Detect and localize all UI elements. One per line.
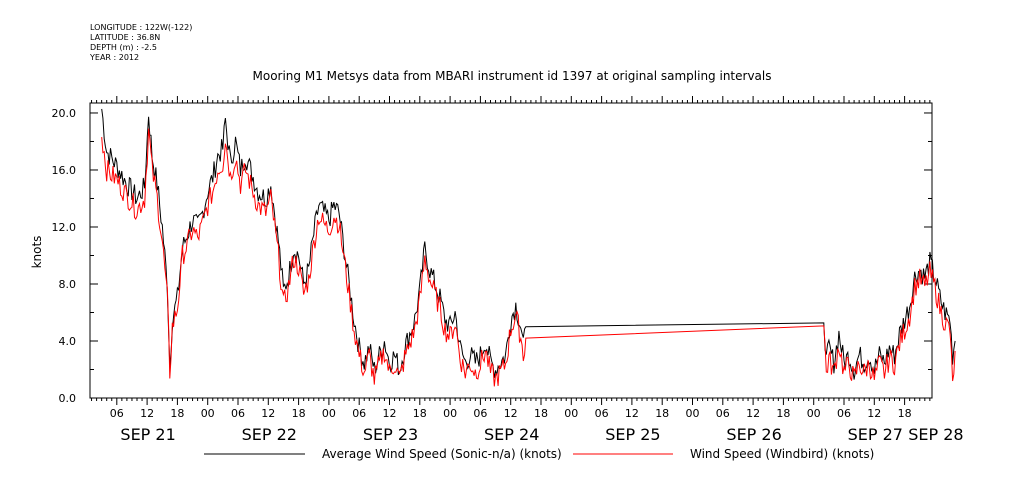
plot-frame: [89, 102, 933, 399]
x-date-label: SEP 27: [848, 425, 903, 444]
meta-latitude: LATITUDE : 36.8N: [90, 33, 160, 42]
y-tick-label: 12.0: [52, 221, 77, 234]
x-date-label: SEP 24: [484, 425, 539, 444]
y-tick-label: 16.0: [52, 164, 77, 177]
x-date-label: SEP 28: [908, 425, 963, 444]
x-hour-label: 00: [201, 407, 215, 420]
x-date-label: SEP 25: [605, 425, 660, 444]
x-hour-label: 18: [898, 407, 912, 420]
series-line-windbird-wind-speed: [101, 128, 956, 387]
x-hour-label: 12: [867, 407, 881, 420]
x-hour-label: 12: [140, 407, 154, 420]
x-hour-label: 12: [746, 407, 760, 420]
x-hour-label: 18: [292, 407, 306, 420]
series-line-average-wind-speed: [101, 108, 956, 380]
legend-label-wind-speed-windbird: Wind Speed (Windbird) (knots): [690, 447, 874, 461]
meta-longitude: LONGITUDE : 122W(-122): [90, 23, 192, 32]
y-axis-label: knots: [30, 236, 44, 269]
series-layer: [101, 108, 956, 387]
x-hour-label: 00: [564, 407, 578, 420]
x-hour-label: 18: [655, 407, 669, 420]
x-axis: 06 12 18 00 06 12 18 00 06 12 18 00 06 12 18 00 06 12 18 00…: [91, 96, 964, 444]
x-hour-label: 18: [413, 407, 427, 420]
x-hour-label: 12: [625, 407, 639, 420]
meta-year: YEAR : 2012: [89, 53, 139, 62]
x-date-label: SEP 26: [726, 425, 781, 444]
x-hour-label: 06: [837, 407, 851, 420]
x-hour-label: 00: [443, 407, 457, 420]
x-hour-label: 12: [261, 407, 275, 420]
x-date-label: SEP 22: [242, 425, 297, 444]
metadata-block: LONGITUDE : 122W(-122) LATITUDE : 36.8N …: [89, 23, 192, 62]
legend-label-average-wind-speed: Average Wind Speed (Sonic-n/a) (knots): [322, 447, 562, 461]
x-hour-label: 18: [170, 407, 184, 420]
y-axis: 0.0 4.0 8.0 12.0 16.0 20.0: [52, 107, 932, 405]
x-hour-label: 06: [595, 407, 609, 420]
y-tick-label: 4.0: [59, 335, 77, 348]
x-date-label: SEP 23: [363, 425, 418, 444]
x-hour-label: 18: [534, 407, 548, 420]
x-hour-label: 00: [322, 407, 336, 420]
y-tick-label: 8.0: [59, 278, 77, 291]
x-hour-label: 06: [110, 407, 124, 420]
x-hour-label: 00: [807, 407, 821, 420]
legend: Average Wind Speed (Sonic-n/a) (knots) W…: [204, 447, 874, 461]
x-hour-label: 00: [686, 407, 700, 420]
x-hour-label: 12: [504, 407, 518, 420]
x-hour-label: 06: [352, 407, 366, 420]
x-hour-label: 18: [776, 407, 790, 420]
x-hour-label: 06: [473, 407, 487, 420]
y-tick-label: 0.0: [59, 392, 77, 405]
meta-depth: DEPTH (m) : -2.5: [90, 43, 157, 52]
x-hour-label: 06: [231, 407, 245, 420]
x-hour-label: 12: [383, 407, 397, 420]
x-hour-label: 06: [716, 407, 730, 420]
x-date-label: SEP 21: [120, 425, 175, 444]
y-tick-label: 20.0: [52, 107, 77, 120]
chart-title: Mooring M1 Metsys data from MBARI instru…: [253, 69, 772, 83]
